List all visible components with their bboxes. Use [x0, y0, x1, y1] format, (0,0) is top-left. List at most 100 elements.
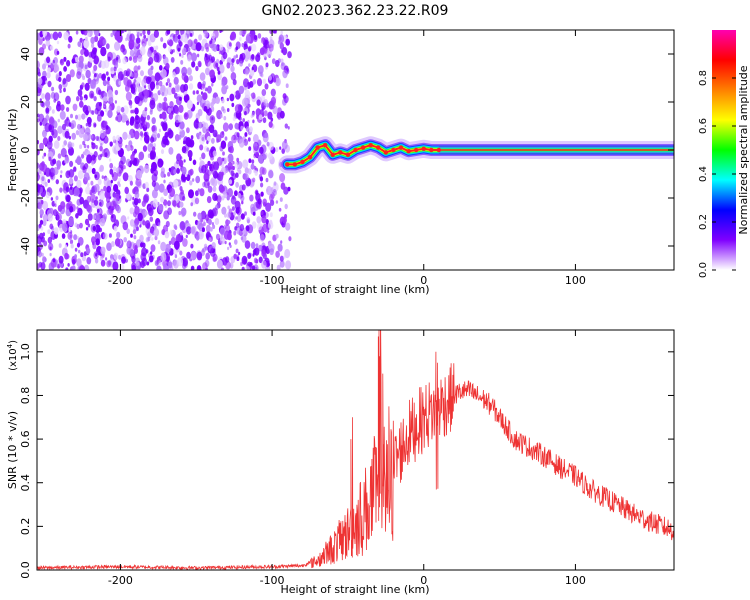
- heatmap-noise-cell: [235, 216, 238, 220]
- heatmap-noise-cell: [221, 85, 228, 95]
- heatmap-noise-cell: [251, 159, 255, 164]
- signal-track-point: [360, 145, 366, 150]
- heatmap-noise-cell: [67, 263, 70, 267]
- heatmap-noise-cell: [209, 69, 216, 79]
- heatmap-noise-cell: [130, 109, 133, 114]
- heatmap-noise-cell: [151, 180, 156, 187]
- snr-x-tick-label: 0: [420, 574, 427, 587]
- heatmap-noise-cell: [87, 166, 92, 174]
- heatmap-noise-cell: [133, 211, 137, 218]
- heatmap-noise-cell: [151, 117, 156, 125]
- heatmap-noise-cell: [45, 107, 50, 114]
- heatmap-noise-cell: [226, 97, 230, 102]
- heatmap-noise-cell: [63, 56, 67, 62]
- heatmap-noise-cell: [147, 40, 152, 47]
- heatmap-noise-cell: [248, 126, 253, 133]
- heatmap-noise-cell: [255, 108, 261, 117]
- heatmap-noise-cell: [46, 56, 51, 64]
- heatmap-noise-cell: [240, 213, 245, 220]
- heatmap-noise-cell: [113, 225, 118, 232]
- heatmap-noise-cell: [37, 263, 40, 270]
- heatmap-noise-cell: [97, 178, 102, 185]
- heatmap-noise-cell: [259, 71, 263, 77]
- heatmap-noise-cell: [236, 59, 240, 65]
- heatmap-noise-cell: [182, 257, 189, 267]
- heatmap-noise-cell: [100, 246, 106, 255]
- heatmap-noise-cell: [115, 116, 118, 121]
- heatmap-noise-cell: [153, 228, 160, 237]
- heatmap-noise-cell: [257, 222, 263, 231]
- heatmap-noise-cell: [40, 199, 44, 205]
- heatmap-noise-cell: [86, 154, 93, 164]
- heatmap-noise-cell: [253, 165, 257, 170]
- heatmap-noise-cell: [176, 167, 180, 174]
- heatmap-noise-cell: [118, 80, 122, 86]
- heatmap-noise-cell: [149, 255, 154, 263]
- heatmap-noise-cell: [79, 222, 83, 229]
- heatmap-noise-cell: [106, 200, 112, 210]
- heatmap-noise-cell: [140, 242, 144, 248]
- heatmap-noise-cell: [186, 30, 190, 34]
- heatmap-noise-cell: [193, 211, 197, 217]
- heatmap-noise-cell: [135, 180, 139, 186]
- heatmap-noise-cell: [143, 96, 148, 103]
- heatmap-noise-cell: [90, 50, 97, 59]
- heatmap-noise-cell: [114, 41, 121, 51]
- signal-track-point: [391, 147, 396, 153]
- heatmap-noise-cell: [58, 243, 62, 248]
- heatmap-noise-cell: [134, 81, 140, 89]
- heatmap-noise-cell: [72, 103, 78, 112]
- heatmap-noise-cell: [191, 52, 197, 62]
- heatmap-noise-cell: [91, 160, 95, 166]
- heatmap-noise-cell: [287, 51, 292, 59]
- heatmap-noise-cell: [216, 134, 222, 143]
- heatmap-noise-cell: [105, 43, 110, 50]
- heatmap-noise-cell: [84, 218, 90, 226]
- heatmap-noise-cell: [42, 256, 47, 263]
- heatmap-noise-cell: [279, 146, 282, 150]
- heatmap-noise-cell: [267, 262, 270, 267]
- heatmap-noise-cell: [37, 32, 40, 41]
- heatmap-noise-cell: [247, 168, 252, 175]
- heatmap-noise-cell: [156, 265, 162, 270]
- heatmap-noise-cell: [152, 146, 156, 152]
- heatmap-noise-cell: [244, 265, 251, 270]
- heatmap-noise-cell: [118, 254, 122, 260]
- heatmap-noise-cell: [250, 241, 256, 249]
- heatmap-noise-cell: [44, 92, 51, 101]
- heatmap-noise-cell: [122, 57, 127, 65]
- heatmap-noise-cell: [103, 177, 110, 187]
- heatmap-noise-cell: [251, 54, 255, 60]
- heatmap-noise-cell: [84, 82, 90, 91]
- heatmap-noise-cell: [149, 110, 153, 115]
- heatmap-noise-cell: [105, 124, 109, 130]
- heatmap-noise-cell: [127, 134, 131, 140]
- heatmap-noise-cell: [47, 229, 51, 235]
- heatmap-noise-cell: [112, 59, 116, 66]
- heatmap-noise-cell: [195, 190, 199, 197]
- signal-track-point: [330, 152, 335, 157]
- heatmap-noise-cell: [160, 252, 167, 262]
- heatmap-noise-cell: [69, 239, 74, 245]
- heatmap-noise-cell: [42, 70, 47, 78]
- heatmap-noise-cell: [106, 260, 111, 268]
- heatmap-noise-cell: [230, 65, 235, 73]
- heatmap-noise-cell: [155, 45, 159, 50]
- heatmap-noise-cell: [122, 48, 127, 55]
- heatmap-noise-cell: [63, 140, 67, 146]
- heatmap-noise-cell: [41, 252, 44, 257]
- heatmap-noise-cell: [206, 196, 212, 204]
- heatmap-noise-cell: [83, 172, 90, 182]
- heatmap-noise-cell: [111, 241, 115, 247]
- heatmap-noise-cell: [144, 85, 147, 89]
- heatmap-noise-cell: [74, 254, 77, 259]
- heatmap-noise-cell: [37, 149, 40, 156]
- heatmap-noise-cell: [284, 248, 291, 259]
- heatmap-noise-cell: [86, 204, 91, 212]
- heatmap-noise-cell: [100, 110, 105, 117]
- heatmap-noise-cell: [229, 244, 232, 248]
- heatmap-noise-cell: [180, 189, 184, 195]
- heatmap-noise-cell: [243, 78, 249, 88]
- heatmap-noise-cell: [194, 197, 200, 205]
- heatmap-noise-cell: [225, 157, 229, 162]
